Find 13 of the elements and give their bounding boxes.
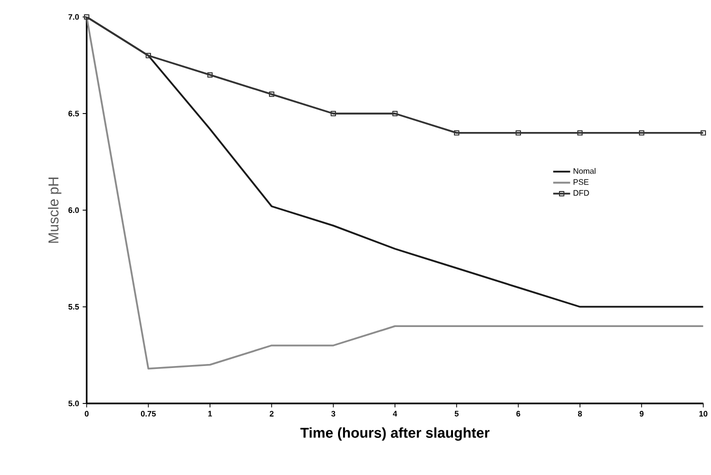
- point: [207, 72, 213, 78]
- point: [700, 130, 706, 136]
- point: [577, 130, 583, 136]
- y-axis-title: Muscle pH: [48, 178, 62, 243]
- point: [268, 91, 274, 97]
- point: [392, 110, 398, 116]
- x-axis-title: Time (hours) after slaughter: [300, 427, 490, 441]
- point: [454, 130, 460, 136]
- point: [84, 14, 90, 20]
- point: [516, 130, 521, 136]
- point: [638, 130, 644, 136]
- point: [146, 52, 152, 58]
- point: [330, 110, 336, 116]
